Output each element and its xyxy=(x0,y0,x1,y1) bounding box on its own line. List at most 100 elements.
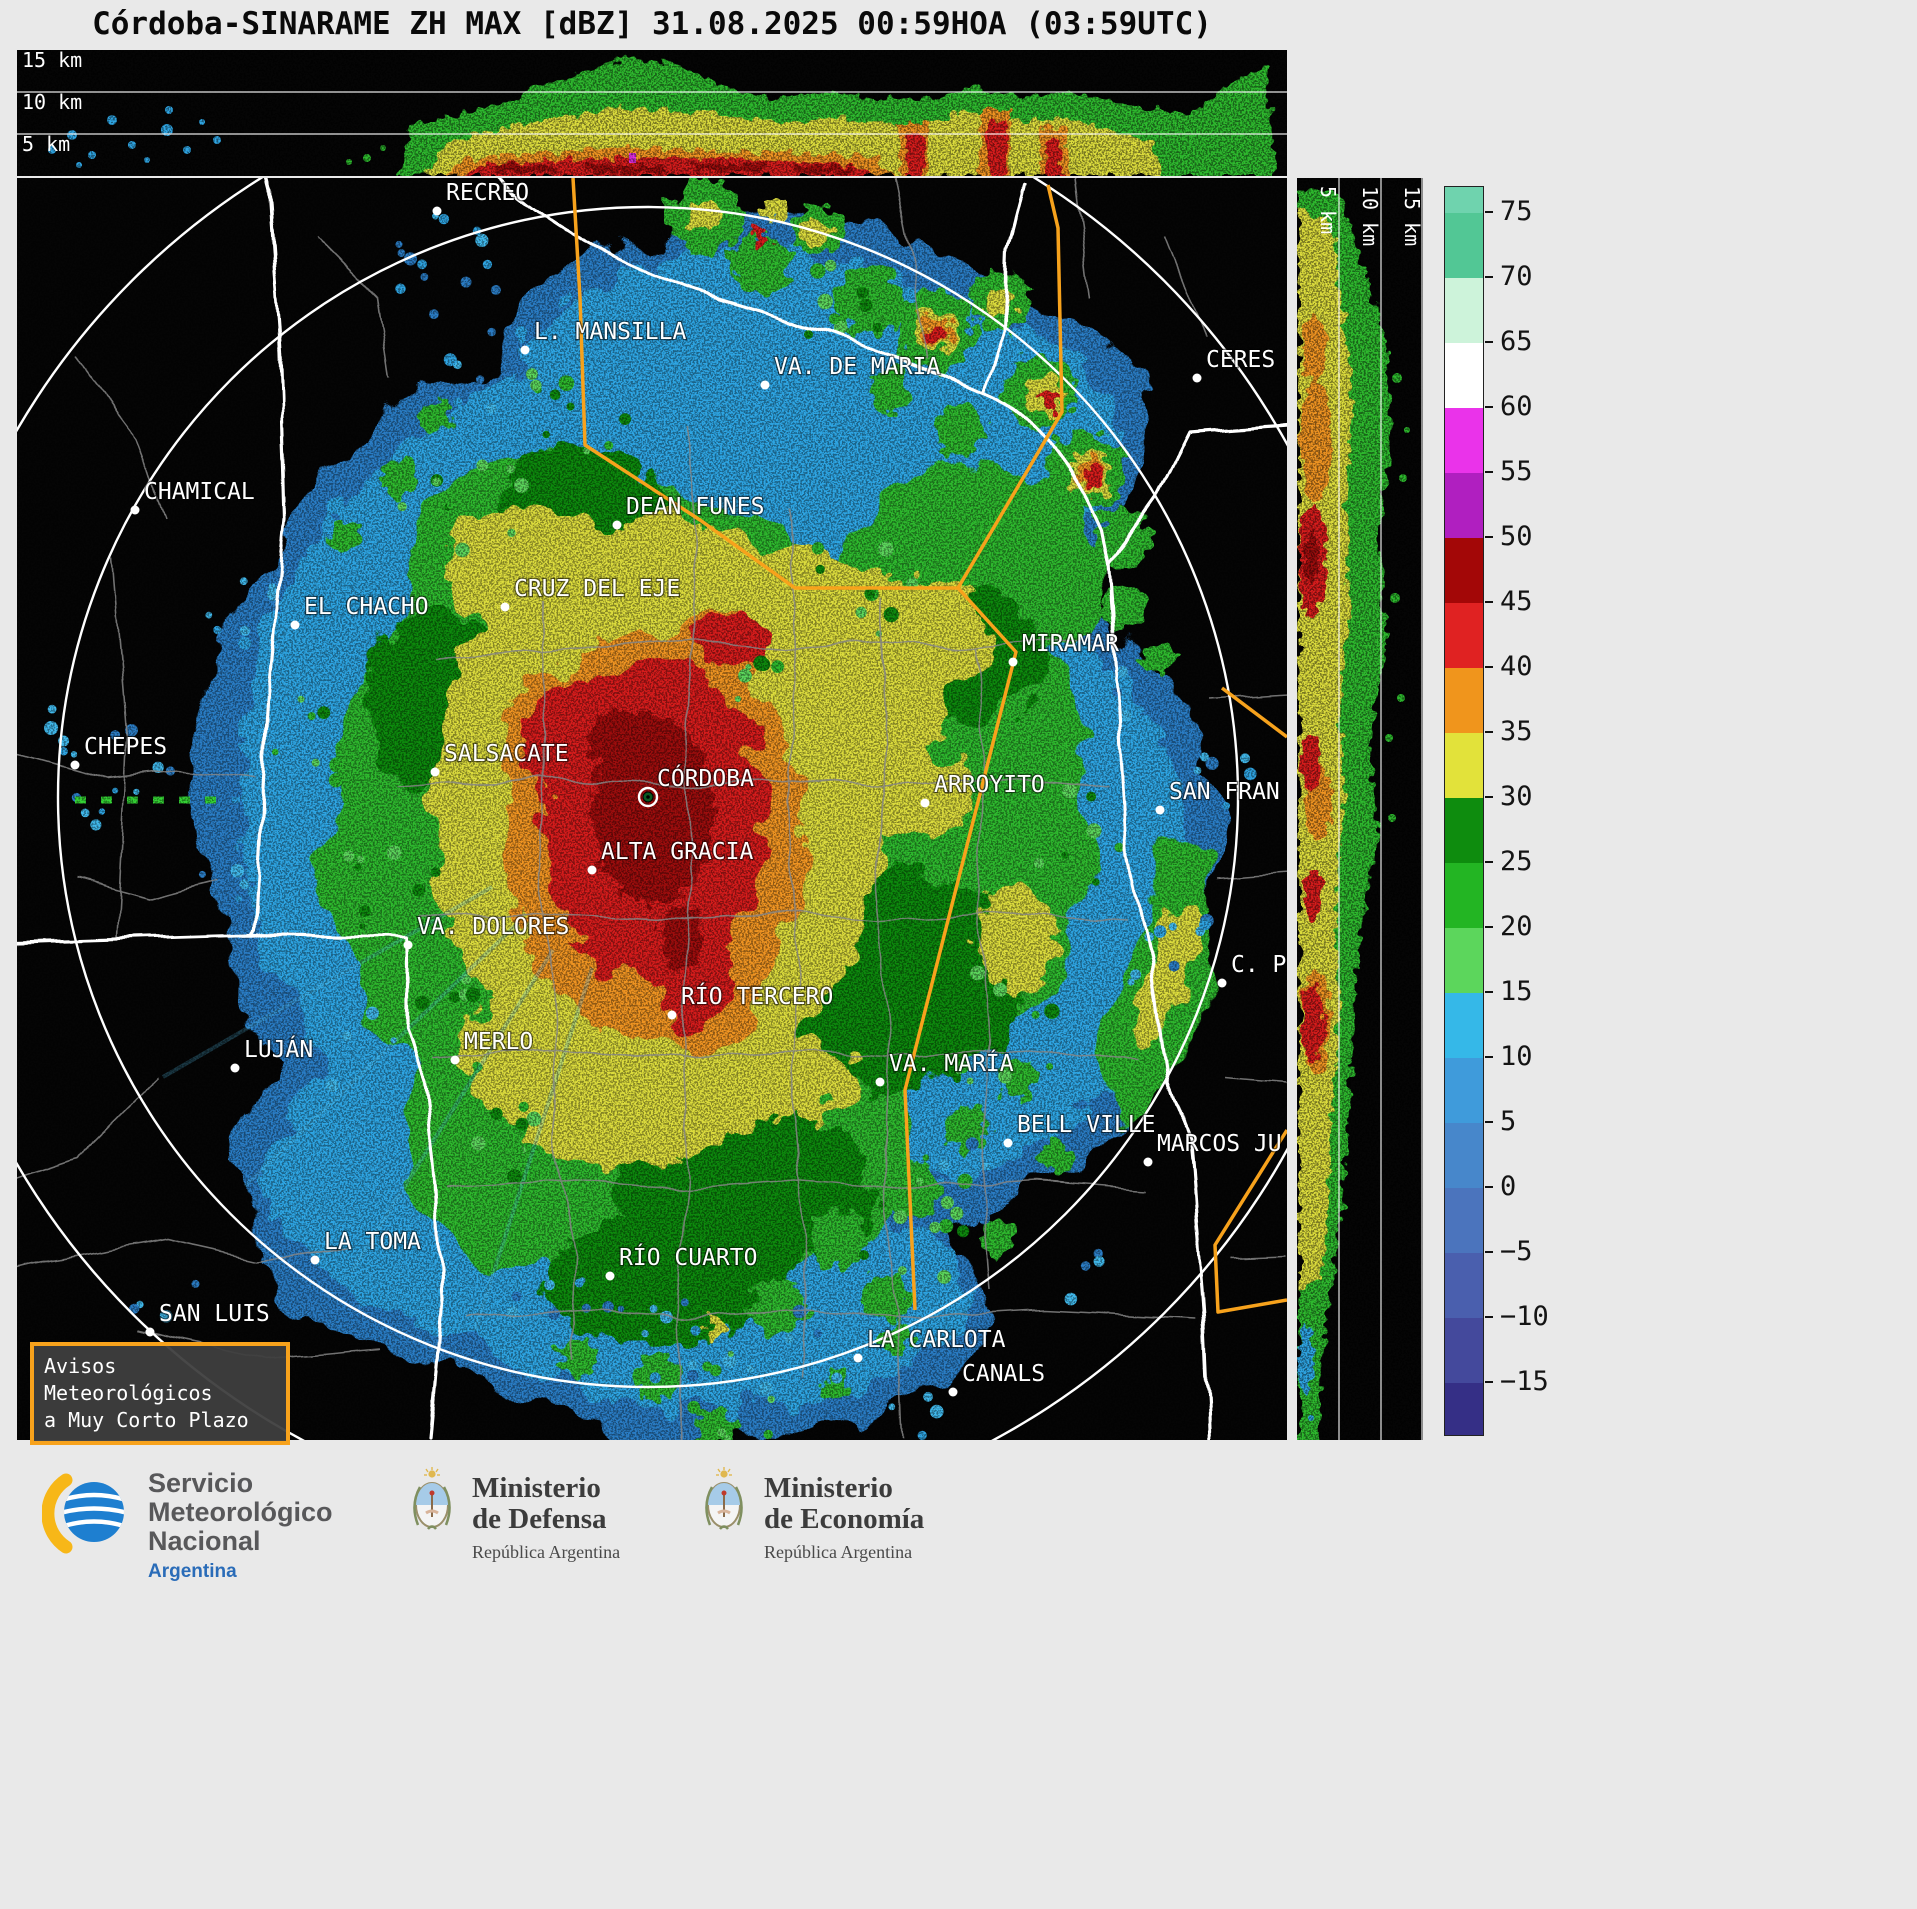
city-label: CERES xyxy=(1206,347,1275,373)
smn-name-line1: Servicio xyxy=(148,1468,254,1498)
city-label: RÍO TERCERO xyxy=(681,982,833,1010)
colorbar-segment xyxy=(1445,213,1483,278)
colorbar-tick-label: 65 xyxy=(1500,325,1533,357)
city-dot-icon xyxy=(145,1327,155,1337)
colorbar-tick xyxy=(1485,1121,1493,1123)
colorbar-tick-label: 50 xyxy=(1500,520,1533,552)
colorbar-segment xyxy=(1445,928,1483,993)
colorbar-tick xyxy=(1485,926,1493,928)
city-label: MIRAMAR xyxy=(1022,631,1119,657)
smn-logo-block: Servicio Meteorológico Nacional Argentin… xyxy=(42,1467,333,1583)
city-label: MARCOS JU xyxy=(1157,1131,1282,1157)
city-dot-icon xyxy=(403,940,413,950)
colorbar-tick xyxy=(1485,1186,1493,1188)
range-rings xyxy=(17,178,1287,1440)
radar-map: RECREO L. MANSILLA VA. DE MARIA CERES CHAMIC… xyxy=(17,178,1287,1440)
colorbar-tick xyxy=(1485,1316,1493,1318)
city-dot-icon xyxy=(1217,978,1227,988)
city-marker: DEAN FUNES xyxy=(612,493,766,530)
ministry-economia-block: Ministerio de Economía República Argenti… xyxy=(700,1467,924,1563)
city-marker: CERES xyxy=(1192,346,1277,383)
colorbar-tick-label: 60 xyxy=(1500,390,1533,422)
city-dot-icon xyxy=(1143,1157,1153,1167)
colorbar-tick-label: 40 xyxy=(1500,650,1533,682)
city-label: SAN FRAN xyxy=(1169,779,1280,805)
argentina-coat-of-arms-icon xyxy=(705,1467,743,1530)
city-marker: ALTA GRACIA xyxy=(587,838,755,875)
colorbar-segment xyxy=(1445,1123,1483,1188)
colorbar-tick xyxy=(1485,666,1493,668)
colorbar-tick xyxy=(1485,1056,1493,1058)
city-marker: SAN FRAN xyxy=(1155,778,1281,815)
city-dot-icon xyxy=(430,767,440,777)
city-marker: L. MANSILLA xyxy=(520,318,688,355)
colorbar: 75 70 65 60 55 50 45 40 35 30 25 20 15 10 5 0 −5 −10 −15 xyxy=(1444,186,1564,1438)
city-marker: RÍO CUARTO xyxy=(605,1242,759,1281)
colorbar-tick-label: 10 xyxy=(1500,1040,1533,1072)
city-dot-icon xyxy=(667,1010,677,1020)
colorbar-segment xyxy=(1445,408,1483,473)
city-marker: VA. DE MARIA xyxy=(760,353,942,390)
colorbar-tick xyxy=(1485,471,1493,473)
city-dot-icon xyxy=(920,798,930,808)
colorbar-segment xyxy=(1445,863,1483,928)
colorbar-tick xyxy=(1485,406,1493,408)
colorbar-tick xyxy=(1485,991,1493,993)
argentina-coat-of-arms-icon xyxy=(413,1467,451,1530)
city-dot-icon xyxy=(612,520,622,530)
department-borders xyxy=(17,178,1287,1440)
city-marker: MIRAMAR xyxy=(1008,630,1120,667)
economia-subtitle: República Argentina xyxy=(764,1542,913,1562)
city-marker: SAN LUIS xyxy=(145,1300,271,1337)
footer: Servicio Meteorológico Nacional Argentin… xyxy=(0,1455,1917,1655)
economia-name-line2: de Economía xyxy=(764,1503,925,1535)
city-label: DEAN FUNES xyxy=(626,494,764,520)
city-dot-icon xyxy=(1155,805,1165,815)
colorbar-segment xyxy=(1445,1188,1483,1253)
smn-name-line2: Meteorológico xyxy=(148,1497,333,1527)
top-axis-label-15km: 15 km xyxy=(22,50,82,72)
city-dot-icon xyxy=(1192,373,1202,383)
city-dot-icon xyxy=(450,1055,460,1065)
smn-logo-icon xyxy=(42,1473,124,1554)
defensa-name-line2: de Defensa xyxy=(472,1503,607,1535)
colorbar-tick xyxy=(1485,211,1493,213)
top-profile-plot: 15 km 10 km 5 km xyxy=(17,50,1287,176)
colorbar-tick-label: −15 xyxy=(1500,1365,1549,1397)
top-profile-panel: 15 km 10 km 5 km xyxy=(17,50,1287,176)
city-dot-icon xyxy=(853,1353,863,1363)
colorbar-tick-label: 5 xyxy=(1500,1105,1517,1137)
colorbar-segment xyxy=(1445,278,1483,343)
city-marker: CRUZ DEL EJE xyxy=(500,575,681,612)
city-label: LA TOMA xyxy=(324,1229,421,1255)
radar-site-icon xyxy=(637,786,659,808)
colorbar-tick-label: 30 xyxy=(1500,780,1533,812)
city-marker: VA. MARÍA xyxy=(875,1048,1015,1087)
city-label: VA. DE MARIA xyxy=(774,354,940,380)
colorbar-segment xyxy=(1445,538,1483,603)
warning-notice-line1: Avisos Meteorológicos xyxy=(44,1354,213,1405)
city-dot-icon xyxy=(290,620,300,630)
colorbar-segment xyxy=(1445,733,1483,798)
city-label: LA CARLOTA xyxy=(867,1327,1006,1353)
warning-notice-box: Avisos Meteorológicos a Muy Corto Plazo xyxy=(30,1342,290,1445)
colorbar-tick-label: 0 xyxy=(1500,1170,1517,1202)
right-profile-plot: 5 km 10 km 15 km xyxy=(1297,178,1423,1440)
top-axis-label-5km: 5 km xyxy=(22,132,70,156)
colorbar-tick xyxy=(1485,1381,1493,1383)
city-marker: RÍO TERCERO xyxy=(667,981,835,1020)
city-label: CRUZ DEL EJE xyxy=(514,576,680,602)
city-dot-icon xyxy=(948,1387,958,1397)
colorbar-tick xyxy=(1485,341,1493,343)
colorbar-tick xyxy=(1485,731,1493,733)
defensa-subtitle: República Argentina xyxy=(472,1542,621,1562)
city-marker: LA CARLOTA xyxy=(853,1326,1007,1363)
city-dot-icon xyxy=(130,505,140,515)
colorbar-segment xyxy=(1445,1383,1483,1435)
warning-polygons xyxy=(571,178,1287,1314)
city-dot-icon xyxy=(520,345,530,355)
city-dot-icon xyxy=(230,1063,240,1073)
city-label: VA. MARÍA xyxy=(889,1049,1014,1077)
city-dot-icon xyxy=(760,380,770,390)
colorbar-tick xyxy=(1485,1251,1493,1253)
